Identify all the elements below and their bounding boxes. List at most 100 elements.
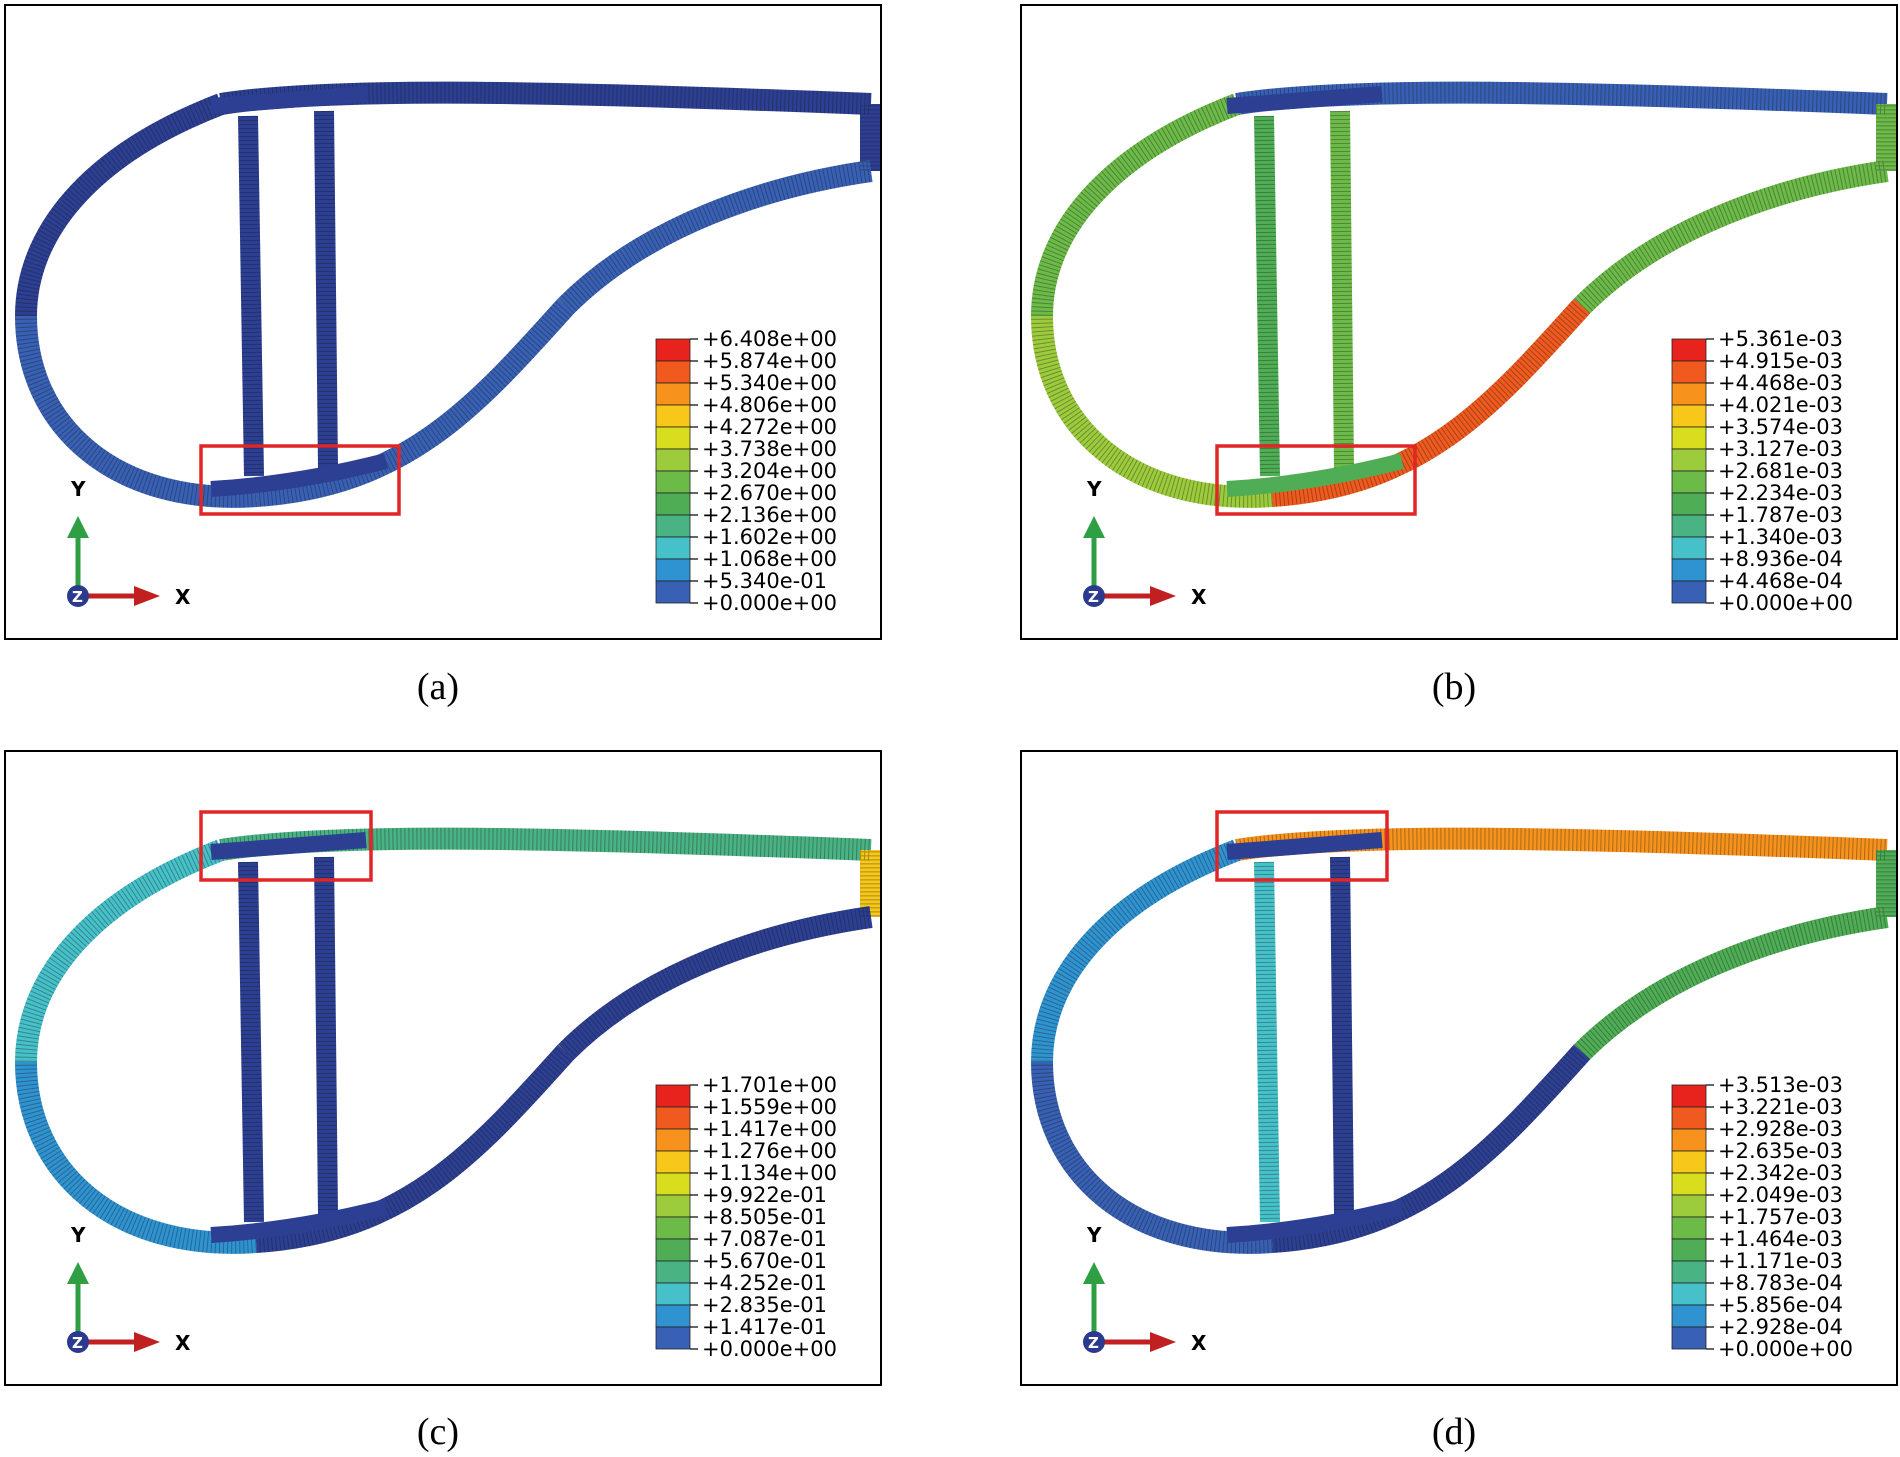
- panel-caption: (c): [416, 1411, 460, 1453]
- axis-triad: Z Y X: [67, 1223, 191, 1355]
- legend-swatch: [1671, 536, 1707, 560]
- panel-a: +6.408e+00 +5.874e+00 +5.340e+00 +4.806e+00…: [4, 4, 882, 640]
- highlight-box: [1215, 444, 1417, 516]
- legend-value: +5.340e+00: [702, 371, 837, 395]
- legend-swatch: [1671, 514, 1707, 538]
- legend-swatch: [1671, 1128, 1707, 1152]
- legend-swatch: [655, 1150, 691, 1174]
- spar-cap-bottom: [1226, 453, 1404, 497]
- legend-swatch: [655, 514, 691, 538]
- contour-plot-c: +1.701e+00+1.559e+00+1.417e+00+1.276e+00…: [14, 810, 880, 1361]
- legend-value: +0.000e+00: [702, 591, 837, 615]
- shell-segment: [15, 315, 257, 508]
- legend-swatch: [1671, 492, 1707, 516]
- panel-d: +3.513e-03 +3.221e-03 +2.928e-03 +2.635e-03…: [1020, 750, 1898, 1386]
- legend-value: +2.928e-04: [1718, 1315, 1843, 1339]
- legend-swatch: [1671, 1194, 1707, 1218]
- x-axis-label: X: [175, 585, 191, 609]
- shell-segment: [15, 839, 225, 1063]
- spar-cap-top: [1226, 832, 1383, 860]
- highlight-box: [199, 444, 401, 516]
- highlight-box: [1215, 810, 1389, 882]
- legend-swatch: [655, 492, 691, 516]
- legend-swatch: [1671, 360, 1707, 384]
- legend-value: +1.757e-03: [1718, 1205, 1843, 1229]
- legend-value: +1.068e+00: [702, 547, 837, 571]
- legend-value: +6.408e+00: [702, 327, 837, 351]
- legend-swatch: [1671, 1150, 1707, 1174]
- legend-value: +3.127e-03: [1718, 437, 1843, 461]
- legend-swatch: [1671, 1238, 1707, 1262]
- legend-swatch: [1671, 1326, 1707, 1350]
- legend-swatch: [655, 1128, 691, 1152]
- legend-value: +0.000e+00: [702, 1337, 837, 1361]
- legend-value: +5.856e-04: [1718, 1293, 1843, 1317]
- legend-swatch: [655, 404, 691, 428]
- legend-value: +1.701e+00: [702, 1073, 837, 1097]
- color-legend: +6.408e+00+5.874e+00+5.340e+00+4.806e+00…: [655, 327, 837, 615]
- legend-swatch: [655, 558, 691, 582]
- legend-swatch: [655, 1304, 691, 1328]
- legend-value: +1.134e+00: [702, 1161, 837, 1185]
- legend-value: +2.835e-01: [702, 1293, 827, 1317]
- legend-swatch: [655, 1260, 691, 1284]
- legend-swatch: [1671, 1260, 1707, 1284]
- shell-segment: [1271, 1044, 1591, 1253]
- z-axis-dot: [67, 1331, 89, 1353]
- mesh-overlay: [1030, 81, 1896, 508]
- shear-web-front: [1254, 115, 1280, 477]
- color-legend: +5.361e-03+4.915e-03+4.468e-03+4.021e-03…: [1671, 327, 1853, 615]
- shell-segment: [1031, 93, 1241, 317]
- legend-value: +4.468e-03: [1718, 371, 1843, 395]
- legend-swatch: [655, 360, 691, 384]
- legend-swatch: [655, 1216, 691, 1240]
- shell-segment: [1574, 160, 1889, 314]
- legend-value: +5.670e-01: [702, 1249, 827, 1273]
- legend-swatch: [655, 426, 691, 450]
- shell-segment: [558, 160, 873, 314]
- spar-cap-bottom: [1226, 1199, 1404, 1243]
- legend-value: +4.252e-01: [702, 1271, 827, 1295]
- x-axis-label: X: [1191, 585, 1207, 609]
- legend-swatch: [1671, 404, 1707, 428]
- z-axis-dot: [1083, 585, 1105, 607]
- legend-value: +0.000e+00: [1718, 591, 1853, 615]
- x-axis-label: X: [1191, 1331, 1207, 1355]
- legend-value: +2.049e-03: [1718, 1183, 1843, 1207]
- legend-value: +1.464e-03: [1718, 1227, 1843, 1251]
- z-axis-label: Z: [1088, 588, 1099, 606]
- legend-value: +1.559e+00: [702, 1095, 837, 1119]
- color-legend: +3.513e-03+3.221e-03+2.928e-03+2.635e-03…: [1671, 1073, 1853, 1361]
- legend-swatch: [655, 1194, 691, 1218]
- legend-swatch: [1671, 1282, 1707, 1306]
- contour-plot-d: +3.513e-03+3.221e-03+2.928e-03+2.635e-03…: [1030, 810, 1896, 1361]
- panel-caption: (d): [1431, 1411, 1477, 1453]
- panel-b: +5.361e-03 +4.915e-03 +4.468e-03 +4.021e-03…: [1020, 4, 1898, 640]
- y-axis-label: Y: [1086, 477, 1102, 501]
- axis-triad: Z Y X: [1083, 477, 1207, 609]
- legend-value: +2.342e-03: [1718, 1161, 1843, 1185]
- legend-swatch: [1671, 580, 1707, 604]
- legend-value: +2.136e+00: [702, 503, 837, 527]
- legend-swatch: [655, 338, 691, 362]
- legend-value: +4.021e-03: [1718, 393, 1843, 417]
- legend-swatch: [1671, 1106, 1707, 1130]
- legend-value: +5.340e-01: [702, 569, 827, 593]
- legend-value: +7.087e-01: [702, 1227, 827, 1251]
- shell-segment: [558, 906, 873, 1060]
- legend-value: +8.936e-04: [1718, 547, 1843, 571]
- x-axis-label: X: [175, 1331, 191, 1355]
- shear-web-front: [238, 115, 264, 477]
- z-axis-dot: [1083, 1331, 1105, 1353]
- legend-swatch: [1671, 1216, 1707, 1240]
- spar-cap-top: [210, 832, 367, 860]
- z-axis-dot: [67, 585, 89, 607]
- legend-swatch: [655, 382, 691, 406]
- legend-value: +2.635e-03: [1718, 1139, 1843, 1163]
- shear-web-rear: [1330, 110, 1354, 469]
- legend-value: +1.417e-01: [702, 1315, 827, 1339]
- legend-value: +3.221e-03: [1718, 1095, 1843, 1119]
- shell-segment: [1271, 298, 1591, 507]
- mesh-overlay: [14, 827, 880, 1254]
- spar-cap-top: [210, 86, 367, 114]
